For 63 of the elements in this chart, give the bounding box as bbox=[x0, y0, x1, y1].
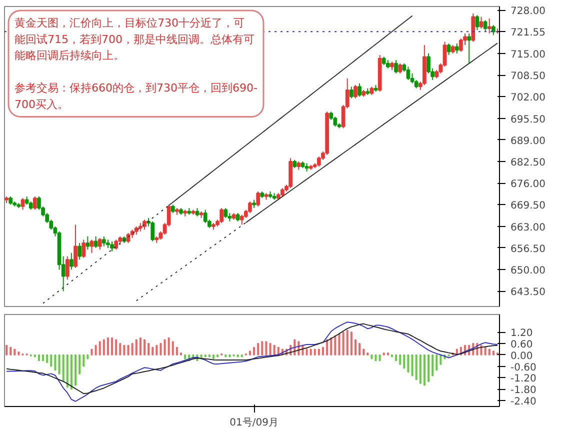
candlestick bbox=[110, 240, 114, 252]
candlestick bbox=[454, 42, 459, 54]
candlestick bbox=[248, 200, 252, 214]
candlestick bbox=[487, 18, 492, 34]
y-tick-label: 643.50 bbox=[510, 287, 546, 298]
y-tick-label: 676.00 bbox=[510, 179, 546, 190]
y-tick-label: 663.00 bbox=[510, 222, 546, 234]
candlestick bbox=[410, 72, 414, 84]
y-tick-label: 1.20 bbox=[510, 328, 533, 340]
candlestick bbox=[256, 190, 260, 207]
candlestick bbox=[446, 42, 451, 56]
candlestick bbox=[358, 82, 362, 98]
candlestick bbox=[483, 20, 488, 32]
y-tick-label: 682.50 bbox=[510, 157, 546, 168]
candlestick bbox=[479, 16, 484, 29]
candlestick bbox=[82, 239, 86, 258]
text: 01号/09月 bbox=[230, 418, 278, 428]
candlestick bbox=[459, 38, 463, 52]
y-tick-label: 650.00 bbox=[510, 266, 546, 277]
candlestick bbox=[98, 237, 102, 250]
y-tick-label: 656.50 bbox=[510, 244, 546, 255]
candlestick bbox=[398, 62, 402, 74]
candlestick bbox=[475, 14, 480, 31]
candlestick bbox=[70, 252, 74, 270]
annotation: 黄金天图，汇价向上，目标位730十分近了，可能回试715，若到700，那是中线回调。总体有可能略回调后持续向上。 bbox=[14, 16, 254, 62]
candlestick bbox=[86, 236, 90, 250]
y-tick-label: 689.00 bbox=[510, 136, 546, 147]
candlestick bbox=[150, 220, 155, 242]
y-tick-label: -1.20 bbox=[510, 374, 536, 385]
candlestick bbox=[471, 12, 476, 42]
y-tick-label: -1.80 bbox=[510, 385, 536, 396]
candlestick bbox=[354, 84, 358, 99]
candlestick bbox=[20, 198, 25, 210]
y-tick-label: 728.00 bbox=[510, 6, 546, 18]
candlestick bbox=[394, 60, 398, 74]
y-tick-label: -0.60 bbox=[510, 362, 536, 374]
candlestick bbox=[94, 236, 98, 248]
candlestick bbox=[33, 196, 37, 210]
candlestick bbox=[142, 219, 146, 230]
y-tick-label: 669.50 bbox=[510, 200, 546, 212]
candlestick bbox=[220, 208, 224, 224]
candlestick bbox=[65, 256, 70, 280]
candlestick bbox=[467, 32, 471, 64]
candlestick bbox=[224, 208, 228, 219]
y-tick-label: 0.60 bbox=[510, 340, 533, 351]
y-tick-label: -2.40 bbox=[510, 396, 536, 408]
candlestick bbox=[74, 224, 78, 268]
candlestick bbox=[203, 209, 208, 224]
y-tick-label: 708.50 bbox=[510, 71, 546, 82]
annotation: 参考交易：保持660的仓，到730平仓，回到690-700买入。 bbox=[14, 82, 258, 111]
candlestick bbox=[333, 116, 338, 128]
candlestick bbox=[406, 66, 410, 81]
y-tick-label: 695.50 bbox=[510, 114, 546, 126]
candlestick bbox=[491, 24, 496, 36]
candlestick bbox=[90, 239, 94, 254]
y-tick-label: 702.00 bbox=[510, 92, 546, 104]
y-tick-label: 715.00 bbox=[510, 49, 546, 60]
candlestick bbox=[78, 242, 82, 260]
candlestick bbox=[114, 239, 118, 250]
ref-line-label: 721.55 bbox=[510, 28, 546, 39]
y-tick-label: 0.00 bbox=[510, 350, 533, 362]
candlestick bbox=[349, 86, 354, 99]
candlestick bbox=[102, 236, 106, 247]
